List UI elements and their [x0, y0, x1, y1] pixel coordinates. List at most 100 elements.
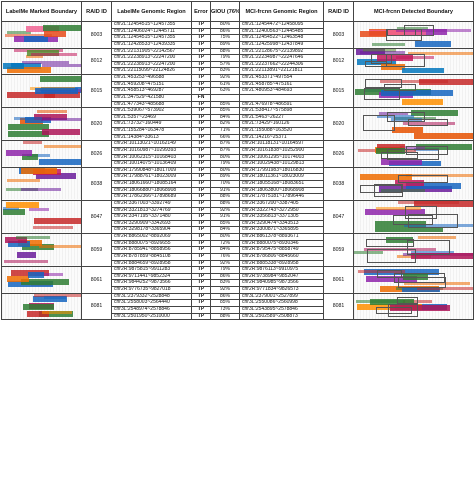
giou-cell: 70%	[210, 180, 240, 188]
labelme-region-cell: chr2L:12454515~12457355	[111, 34, 192, 42]
table-row: chr2R:9776735~9827018 TP 92% chr2R:9771834~…	[2, 286, 474, 294]
heatmap-thumbnail	[2, 75, 81, 107]
heatmap-thumbnail	[2, 141, 81, 167]
raid-id-left: 8047	[81, 199, 112, 235]
giou-cell: 89%	[210, 40, 240, 49]
header-raid-left: RAID ID	[81, 1, 112, 22]
raid-id-left: 8012	[81, 47, 112, 75]
error-cell: TP	[191, 305, 211, 314]
table-row: chr2R:8884659~8928958 TP 92% chr2R:8885338~…	[2, 259, 474, 268]
mci-region-cell: chr2R:9876113~9910975	[239, 266, 324, 274]
mci-region-cell: chr3L:2543895~2578846	[239, 305, 324, 314]
labelme-region-cell: chr2R:17862366~17898689	[111, 193, 192, 201]
mci-frcnn-boundary-image	[353, 166, 474, 201]
mci-region-cell: chr2L:155088~163520	[239, 127, 324, 135]
giou-cell: 66%	[210, 133, 240, 142]
mci-region-cell: chr2L:22237662~22244306	[239, 60, 324, 69]
table-row: chr2L:459208~475151 TP 61% chr2L:458785~475…	[2, 80, 474, 89]
giou-cell: 80%	[210, 153, 240, 162]
mci-region-cell: chr2R:3367200~3387405	[239, 199, 324, 208]
error-cell: TP	[191, 286, 211, 294]
error-cell: TP	[191, 54, 211, 62]
error-cell: TP	[191, 27, 211, 36]
header-mci-region: MCI-frcnn Genomic Region	[239, 1, 324, 22]
labelme-boundary-image	[1, 232, 82, 268]
header-giou: GIOU (76%)	[210, 1, 240, 22]
labelme-region-cell: chr2R:9875815~9911283	[111, 266, 192, 274]
giou-cell: 92%	[210, 206, 240, 215]
labelme-region-cell: chr2R:9711441~9852324	[111, 272, 192, 281]
labelme-region-cell: chr2L:539067~573902	[111, 107, 192, 115]
labelme-region-cell: chr2R:3298178~3365904	[111, 226, 192, 234]
error-cell: TP	[191, 113, 211, 122]
error-cell: TP	[191, 100, 211, 109]
giou-cell: 84%	[210, 246, 240, 254]
giou-cell: 73%	[210, 305, 240, 314]
mci-region-cell: chr2R:10161838~10252900	[239, 146, 324, 155]
table-row: 8015 chr2L:453253~496588 TP 92% chr2L:453371…	[1, 73, 474, 109]
labelme-region-cell: chr3L:2548974~2578846	[111, 305, 192, 314]
error-cell: TP	[191, 299, 211, 307]
mci-region-cell: chr2L:480953~484693	[239, 87, 324, 95]
labelme-region-cell: chr2L:12406024~12445711	[111, 27, 192, 36]
mci-region-cell: chr2R:8786806~8845660	[239, 252, 324, 261]
table-row: 8061 chr2R:9875815~9911283 TP 79% chr2R:9876…	[1, 266, 474, 294]
labelme-region-cell: chr2L:14384~33613	[111, 133, 192, 142]
raid-id-right: 8012	[323, 47, 354, 75]
mci-frcnn-boundary-image	[353, 292, 474, 321]
heatmap-thumbnail	[354, 108, 473, 140]
mci-region-cell: chr2R:8795475~8858749	[239, 246, 324, 254]
labelme-boundary-image	[1, 266, 82, 294]
mci-region-cell: chr2L:22113891~22121811	[239, 67, 324, 75]
labelme-region-cell: chr2L:12454515~12457355	[111, 21, 192, 29]
labelme-region-cell: chr2L:5357~23469	[111, 113, 192, 122]
raid-id-right: 8015	[323, 73, 354, 109]
mci-region-cell: chr2L:5463~26227	[239, 113, 324, 122]
giou-cell: 88%	[210, 312, 240, 321]
giou-cell: 80%	[210, 233, 240, 241]
labelme-boundary-image	[1, 166, 82, 201]
mci-region-cell: chr2R:3290474~3343513	[239, 219, 324, 228]
heatmap-thumbnail	[2, 294, 81, 319]
raid-id-right: 8047	[323, 199, 354, 235]
raid-id-right: 8038	[323, 166, 354, 201]
labelme-region-cell: chr2L:458513~469287	[111, 87, 192, 95]
error-cell: TP	[191, 21, 211, 29]
raid-id-right: 8003	[323, 21, 354, 49]
header-row: LabelMe Marked Boundary RAID ID LabelMe …	[1, 1, 474, 22]
mci-region-cell: chr2L:14216~25371	[239, 133, 324, 142]
raid-id-right: 8026	[323, 140, 354, 168]
labelme-region-cell: chr2R:3367003~3392749	[111, 199, 192, 208]
giou-cell: 85%	[210, 299, 240, 307]
error-cell: TP	[191, 173, 211, 181]
labelme-region-cell: chr2R:17988761~18023009	[111, 173, 192, 181]
heatmap-thumbnail	[2, 48, 81, 74]
labelme-region-cell: chr2R:3321813~3274769	[111, 206, 192, 215]
giou-cell: 86%	[210, 27, 240, 36]
mci-region-cell: chr2L:12400563~12445485	[239, 27, 324, 36]
labelme-region-cell: chr2L:459208~475151	[111, 80, 192, 89]
error-cell: TP	[191, 279, 211, 287]
giou-cell: 61%	[210, 80, 240, 89]
raid-id-left: 8059	[81, 232, 112, 268]
mci-region-cell: chr2R:18011361~18023009	[239, 173, 324, 181]
mci-region-cell: chr2R:9840985~9873566	[239, 279, 324, 287]
mci-frcnn-boundary-image	[353, 21, 474, 49]
giou-cell: 86%	[210, 272, 240, 281]
table-row: 8047 chr2R:3367003~3392749 TP 88% chr2R:3367…	[1, 199, 474, 235]
labelme-region-cell: chr2R:9844252~9873566	[111, 279, 192, 287]
mci-frcnn-boundary-image	[353, 73, 474, 109]
labelme-boundary-image	[1, 21, 82, 49]
heatmap-thumbnail	[354, 22, 473, 47]
labelme-boundary-image	[1, 73, 82, 109]
error-cell: TP	[191, 246, 211, 254]
labelme-boundary-image	[1, 107, 82, 142]
mci-region-cell: chr2R:8861378~8893671	[239, 233, 324, 241]
error-cell: TP	[191, 127, 211, 135]
raid-id-right: 8081	[323, 292, 354, 321]
labelme-region-cell: chr2L:347529~421580	[111, 93, 192, 102]
heatmap-thumbnail	[2, 267, 81, 292]
mci-region-cell: chr2R:10061295~10174003	[239, 153, 324, 162]
heatmap-thumbnail	[354, 294, 473, 319]
